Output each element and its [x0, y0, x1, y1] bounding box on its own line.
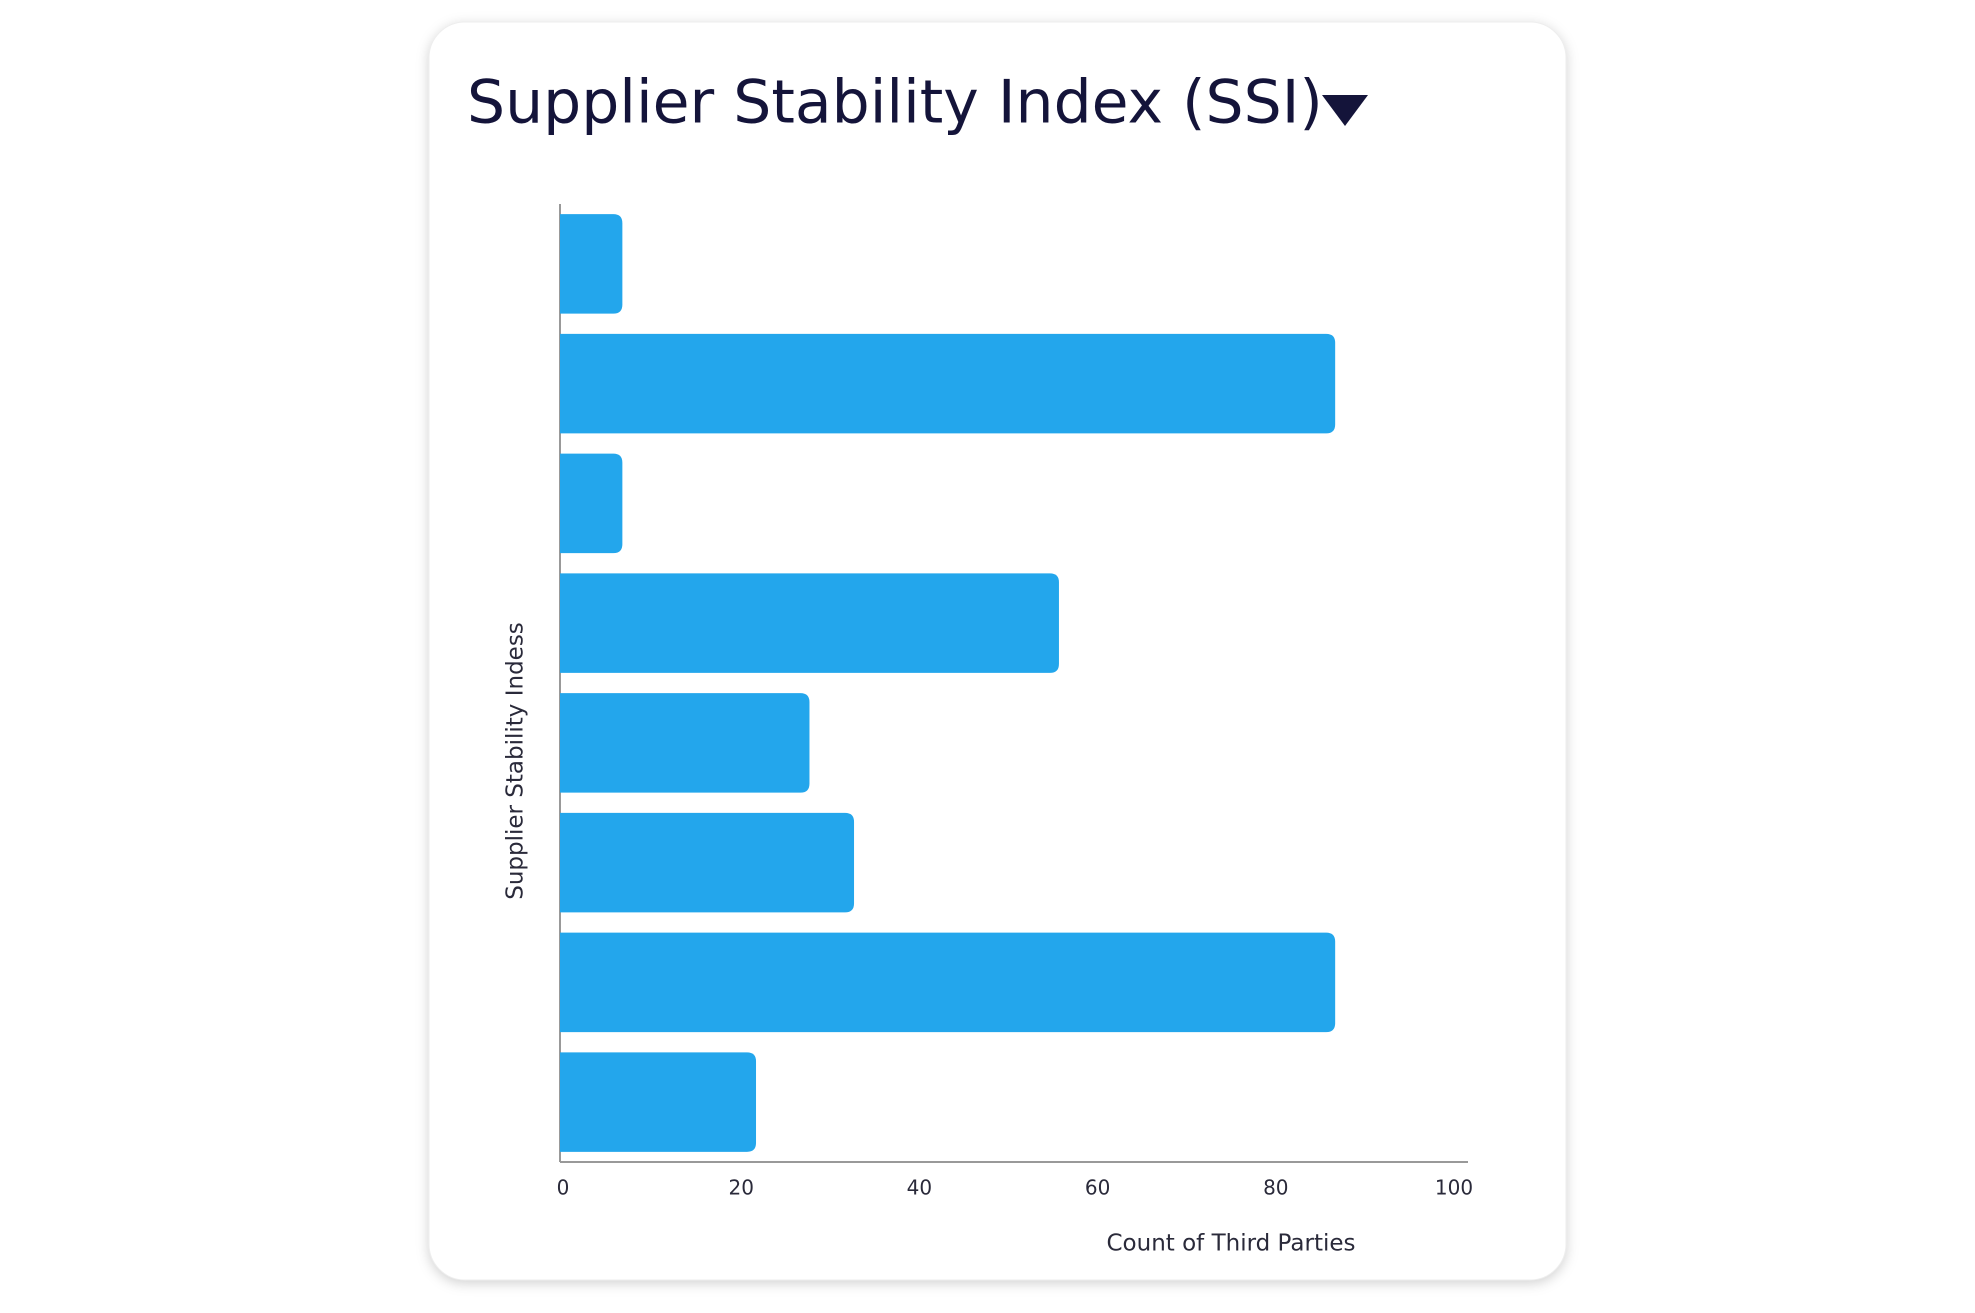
x-tick-label: 0 [557, 1176, 570, 1200]
bar [560, 1052, 757, 1152]
bar [560, 214, 623, 314]
bar [560, 812, 855, 913]
x-tick-label: 80 [1263, 1176, 1288, 1200]
bar [560, 693, 810, 793]
bar [560, 453, 623, 554]
bar [560, 333, 1336, 434]
dropdown-toggle[interactable] [1322, 95, 1368, 126]
bar [560, 932, 1336, 1033]
x-tick-label: 60 [1085, 1176, 1110, 1200]
x-tick-label: 100 [1435, 1176, 1473, 1200]
x-tick-label: 20 [728, 1176, 753, 1200]
bar [560, 573, 1059, 673]
x-axis-label: Count of Third Parties [1106, 1231, 1355, 1257]
y-axis-label: Supplier Stability Indess [503, 622, 529, 900]
chart-title: Supplier Stability Index (SSI) [467, 68, 1323, 138]
x-tick-label: 40 [907, 1176, 932, 1200]
